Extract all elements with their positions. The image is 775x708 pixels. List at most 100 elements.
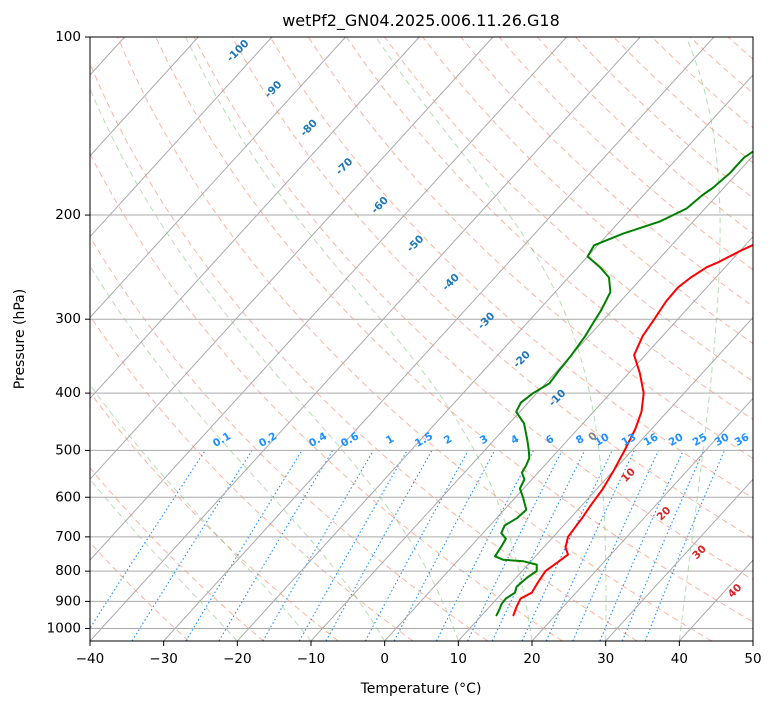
- dry-adiabat-line: [727, 37, 753, 60]
- x-tick-label: −30: [149, 651, 178, 667]
- dry-adiabat-label: -10: [547, 387, 569, 409]
- moist-adiabats: [90, 37, 721, 641]
- isotherm-line: [752, 640, 753, 641]
- dry-adiabat-label: -90: [263, 79, 285, 101]
- mixing-ratio-label: 36: [733, 431, 752, 449]
- x-tick-label: −20: [223, 651, 252, 667]
- isotherm-line: [90, 37, 420, 400]
- mixing-ratio-line: [298, 450, 408, 641]
- mixing-ratio-label: 1.5: [413, 430, 435, 450]
- moist-adiabat-line: [185, 37, 533, 641]
- mixing-ratio-label: 2: [442, 433, 454, 447]
- y-tick-label: 400: [55, 385, 81, 401]
- isotherm-line: [531, 397, 753, 641]
- y-tick-label: 900: [55, 593, 81, 609]
- mixing-ratio-line: [185, 450, 303, 641]
- moist-adiabat-line: [90, 478, 238, 641]
- dry-adiabat-label: -100: [224, 37, 251, 64]
- isotherm-line: [236, 74, 753, 641]
- moist-adiabat-line: [90, 87, 459, 641]
- dry-adiabat-line: [193, 37, 753, 581]
- mixing-ratio-label: 20: [667, 431, 686, 449]
- mixing-ratio-line: [467, 450, 563, 641]
- dry-adiabat-label: -40: [440, 271, 462, 293]
- dry-adiabat-line: [536, 37, 753, 235]
- isotherm-line: [90, 37, 273, 238]
- plot-area: [90, 37, 753, 641]
- isotherm-line: [90, 37, 199, 157]
- mixing-ratio-label: 1: [384, 433, 396, 447]
- plot-frame: [89, 36, 754, 642]
- dewpoint-line: [494, 150, 753, 617]
- x-axis-label: Temperature (°C): [360, 681, 482, 697]
- x-tick-label: −40: [76, 651, 105, 667]
- moist-adiabat-line: [678, 37, 721, 641]
- mixing-ratio-label: 0.1: [211, 430, 233, 450]
- y-tick-label: 600: [55, 489, 81, 505]
- mixing-ratio-line: [364, 450, 469, 641]
- isotherm-line: [90, 37, 346, 319]
- dry-adiabat-label: 40: [726, 582, 745, 601]
- isotherm-lines: [90, 37, 753, 641]
- mixing-ratio-line: [572, 450, 660, 641]
- dry-adiabat-label: -70: [334, 156, 356, 178]
- dry-adiabat-label: 10: [619, 466, 638, 485]
- x-tick-label: 20: [523, 651, 540, 667]
- mixing-ratio-label: 10: [593, 431, 612, 449]
- x-tick-label: 30: [597, 651, 614, 667]
- chart-title: wetPf2_GN04.2025.006.11.26.G18: [282, 11, 560, 31]
- mixing-ratio-line: [599, 450, 684, 641]
- moist-adiabat-line: [90, 265, 386, 641]
- moist-adiabat-line: [90, 384, 312, 641]
- mixing-ratio-line: [491, 450, 586, 641]
- isotherm-line: [90, 37, 567, 561]
- mixing-ratio-label: 0.6: [339, 430, 361, 450]
- dry-adiabat-line: [117, 37, 712, 641]
- mixing-ratio-label: 0.2: [257, 430, 279, 450]
- y-tick-label: 200: [55, 207, 81, 223]
- mixing-ratio-label: 3: [478, 433, 490, 447]
- mixing-ratio-label: 8: [574, 433, 586, 447]
- dry-adiabat-line: [422, 37, 753, 345]
- dry-adiabat-line: [307, 37, 753, 460]
- x-tick-label: 40: [671, 651, 688, 667]
- dry-adiabat-line: [155, 37, 753, 623]
- mixing-ratio-line: [521, 450, 613, 641]
- y-axis-label: Pressure (hPa): [12, 289, 28, 389]
- dry-adiabat-line: [90, 152, 563, 641]
- x-tick-label: 0: [380, 651, 389, 667]
- mixing-ratio-label: 4: [509, 433, 521, 447]
- mixing-ratio-line: [218, 450, 334, 641]
- dry-adiabat-label: -60: [369, 194, 391, 216]
- isotherm-line: [90, 37, 494, 481]
- y-tick-label: 100: [55, 29, 81, 45]
- x-tick-label: 10: [450, 651, 467, 667]
- temperature-line: [512, 243, 753, 617]
- isotherm-line: [605, 478, 753, 641]
- y-tick-label: 300: [55, 311, 81, 327]
- x-axis: −40 −30 −20 −10 0 10 20 30 40 50: [76, 641, 762, 667]
- isotherm-line: [310, 155, 753, 641]
- dry-adiabat-line: [90, 467, 264, 641]
- mixing-ratio-label: 0.4: [307, 430, 329, 450]
- moist-adiabat-line: [375, 37, 607, 641]
- dry-adiabat-label: -80: [298, 117, 320, 139]
- dry-adiabat-label: -30: [476, 310, 498, 332]
- dry-adiabat-line: [269, 37, 753, 499]
- dry-adiabat-line: [90, 391, 339, 641]
- mixing-ratio-line: [435, 450, 535, 641]
- isotherm-line: [90, 37, 641, 641]
- isobar-lines: [90, 37, 753, 629]
- x-tick-label: −10: [297, 651, 326, 667]
- mixing-ratio-line: [621, 450, 705, 641]
- mixing-ratio-line: [393, 450, 496, 641]
- y-tick-label: 1000: [47, 620, 81, 636]
- y-tick-label: 800: [55, 563, 81, 579]
- isotherm-line: [384, 235, 753, 641]
- y-tick-label: 700: [55, 529, 81, 545]
- mixing-ratio-line: [262, 450, 374, 641]
- mixing-ratio-line: [644, 450, 726, 641]
- y-axis: 100 200 300 400 500 600 700 800 900 1000: [47, 29, 90, 636]
- dry-adiabat-label: -50: [405, 233, 427, 255]
